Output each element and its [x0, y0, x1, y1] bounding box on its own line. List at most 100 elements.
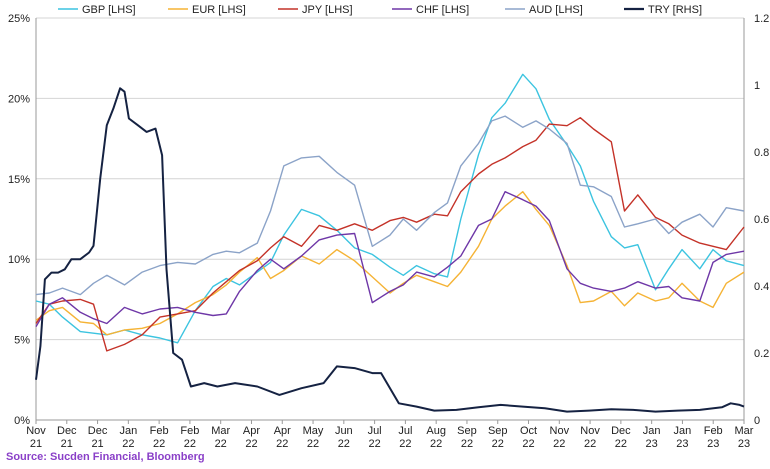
x-tick-year: 22 [492, 438, 504, 450]
legend-item-chf: CHF [LHS] [392, 4, 469, 16]
series-line-chf [35, 190, 745, 328]
x-tick-year: 22 [584, 438, 596, 450]
x-tick-label: Jan 22 [119, 425, 137, 450]
x-tick-label: Apr 22 [274, 425, 291, 450]
y-right-tick-label: 0.2 [754, 348, 769, 360]
x-tick-label: Dec 21 [57, 425, 77, 450]
x-tick-month: Jan [643, 425, 661, 437]
x-tick-month: Jun [335, 425, 353, 437]
x-tick-month: Oct [520, 425, 537, 437]
x-tick-year: 21 [61, 438, 73, 450]
x-tick-label: Feb 23 [704, 425, 723, 450]
x-tick-year: 22 [184, 438, 196, 450]
x-tick-month: Sep [488, 425, 508, 437]
series-line-aud [35, 115, 745, 296]
x-tick-year: 21 [30, 438, 42, 450]
x-tick-month: Apr [274, 425, 291, 437]
x-tick-label: Jul 22 [368, 425, 382, 450]
x-tick-year: 22 [430, 438, 442, 450]
legend-label: AUD [LHS] [529, 4, 583, 16]
x-tick-label: Feb 22 [180, 425, 199, 450]
y-right-tick-label: 1 [754, 80, 760, 92]
y-left-tick-label: 20% [8, 93, 30, 105]
x-tick-label: Mar 22 [211, 425, 230, 450]
legend-label: GBP [LHS] [82, 4, 136, 16]
legend-item-eur: EUR [LHS] [168, 4, 246, 16]
x-tick-year: 23 [738, 438, 750, 450]
x-tick-label: May 22 [303, 425, 324, 450]
x-tick-month: Mar [735, 425, 754, 437]
x-tick-label: Dec 22 [611, 425, 631, 450]
x-tick-label: Mar 23 [735, 425, 754, 450]
x-tick-label: Jan 23 [674, 425, 692, 450]
y-left-tick-label: 5% [14, 335, 30, 347]
y-left-tick-label: 25% [8, 13, 30, 25]
x-tick-label: Jun 22 [335, 425, 353, 450]
x-tick-label: Sep 22 [457, 425, 477, 450]
x-tick-label: Nov 22 [580, 425, 600, 450]
x-tick-month: Nov [550, 425, 570, 437]
y-right-tick-label: 0.6 [754, 214, 769, 226]
x-tick-month: Feb [180, 425, 199, 437]
series-line-eur [35, 190, 745, 336]
x-tick-year: 22 [307, 438, 319, 450]
x-tick-year: 23 [707, 438, 719, 450]
x-tick-month: Jul [368, 425, 382, 437]
x-tick-year: 22 [461, 438, 473, 450]
x-tick-year: 22 [338, 438, 350, 450]
x-tick-year: 22 [153, 438, 165, 450]
x-tick-year: 21 [91, 438, 103, 450]
x-tick-month: Jan [119, 425, 137, 437]
y-right-tick-label: 0.4 [754, 281, 769, 293]
x-tick-month: Nov [580, 425, 600, 437]
source-note: Source: Sucden Financial, Bloomberg [6, 451, 205, 463]
gridlines [36, 17, 744, 341]
series-line-try [35, 87, 745, 413]
x-tick-year: 23 [676, 438, 688, 450]
x-tick-month: Feb [704, 425, 723, 437]
x-tick-label: Sep 22 [488, 425, 508, 450]
y-right-tick-label: 0 [754, 415, 760, 427]
x-tick-label: Nov 22 [550, 425, 570, 450]
x-tick-label: Feb 22 [150, 425, 169, 450]
x-tick-label: Jul 22 [398, 425, 412, 450]
x-tick-month: Dec [88, 425, 108, 437]
x-tick-month: Apr [243, 425, 260, 437]
x-tick-month: Jul [398, 425, 412, 437]
y-left-tick-label: 0% [14, 415, 30, 427]
series-line-jpy [35, 116, 745, 352]
legend-item-gbp: GBP [LHS] [58, 4, 136, 16]
y-right-tick-label: 1.2 [754, 13, 769, 25]
y-right-tick-label: 0.8 [754, 147, 769, 159]
x-tick-label: Apr 22 [243, 425, 260, 450]
x-tick-label: Jan 23 [643, 425, 661, 450]
x-tick-month: Jan [674, 425, 692, 437]
legend-label: TRY [RHS] [648, 4, 702, 16]
legend-item-try: TRY [RHS] [624, 4, 702, 16]
x-tick-label: Dec 21 [88, 425, 108, 450]
x-tick-year: 22 [245, 438, 257, 450]
x-tick-year: 22 [399, 438, 411, 450]
x-tick-year: 22 [122, 438, 134, 450]
x-tick-year: 23 [646, 438, 658, 450]
x-tick-month: Sep [457, 425, 477, 437]
x-tick-month: Dec [57, 425, 77, 437]
x-tick-year: 22 [553, 438, 565, 450]
y-left-tick-label: 15% [8, 174, 30, 186]
legend-item-jpy: JPY [LHS] [278, 4, 353, 16]
legend-label: CHF [LHS] [416, 4, 469, 16]
x-tick-label: Oct 22 [520, 425, 537, 450]
legend-item-aud: AUD [LHS] [505, 4, 583, 16]
x-tick-month: May [303, 425, 324, 437]
x-tick-year: 22 [615, 438, 627, 450]
x-tick-label: Nov 21 [26, 425, 46, 450]
x-tick-label: Aug 22 [426, 425, 446, 450]
x-tick-month: Mar [211, 425, 230, 437]
y-left-tick-label: 10% [8, 254, 30, 266]
x-tick-month: Nov [26, 425, 46, 437]
x-tick-year: 22 [276, 438, 288, 450]
legend: GBP [LHS] EUR [LHS] JPY [LHS] CHF [LHS] AUD … [58, 4, 702, 16]
x-tick-month: Feb [150, 425, 169, 437]
